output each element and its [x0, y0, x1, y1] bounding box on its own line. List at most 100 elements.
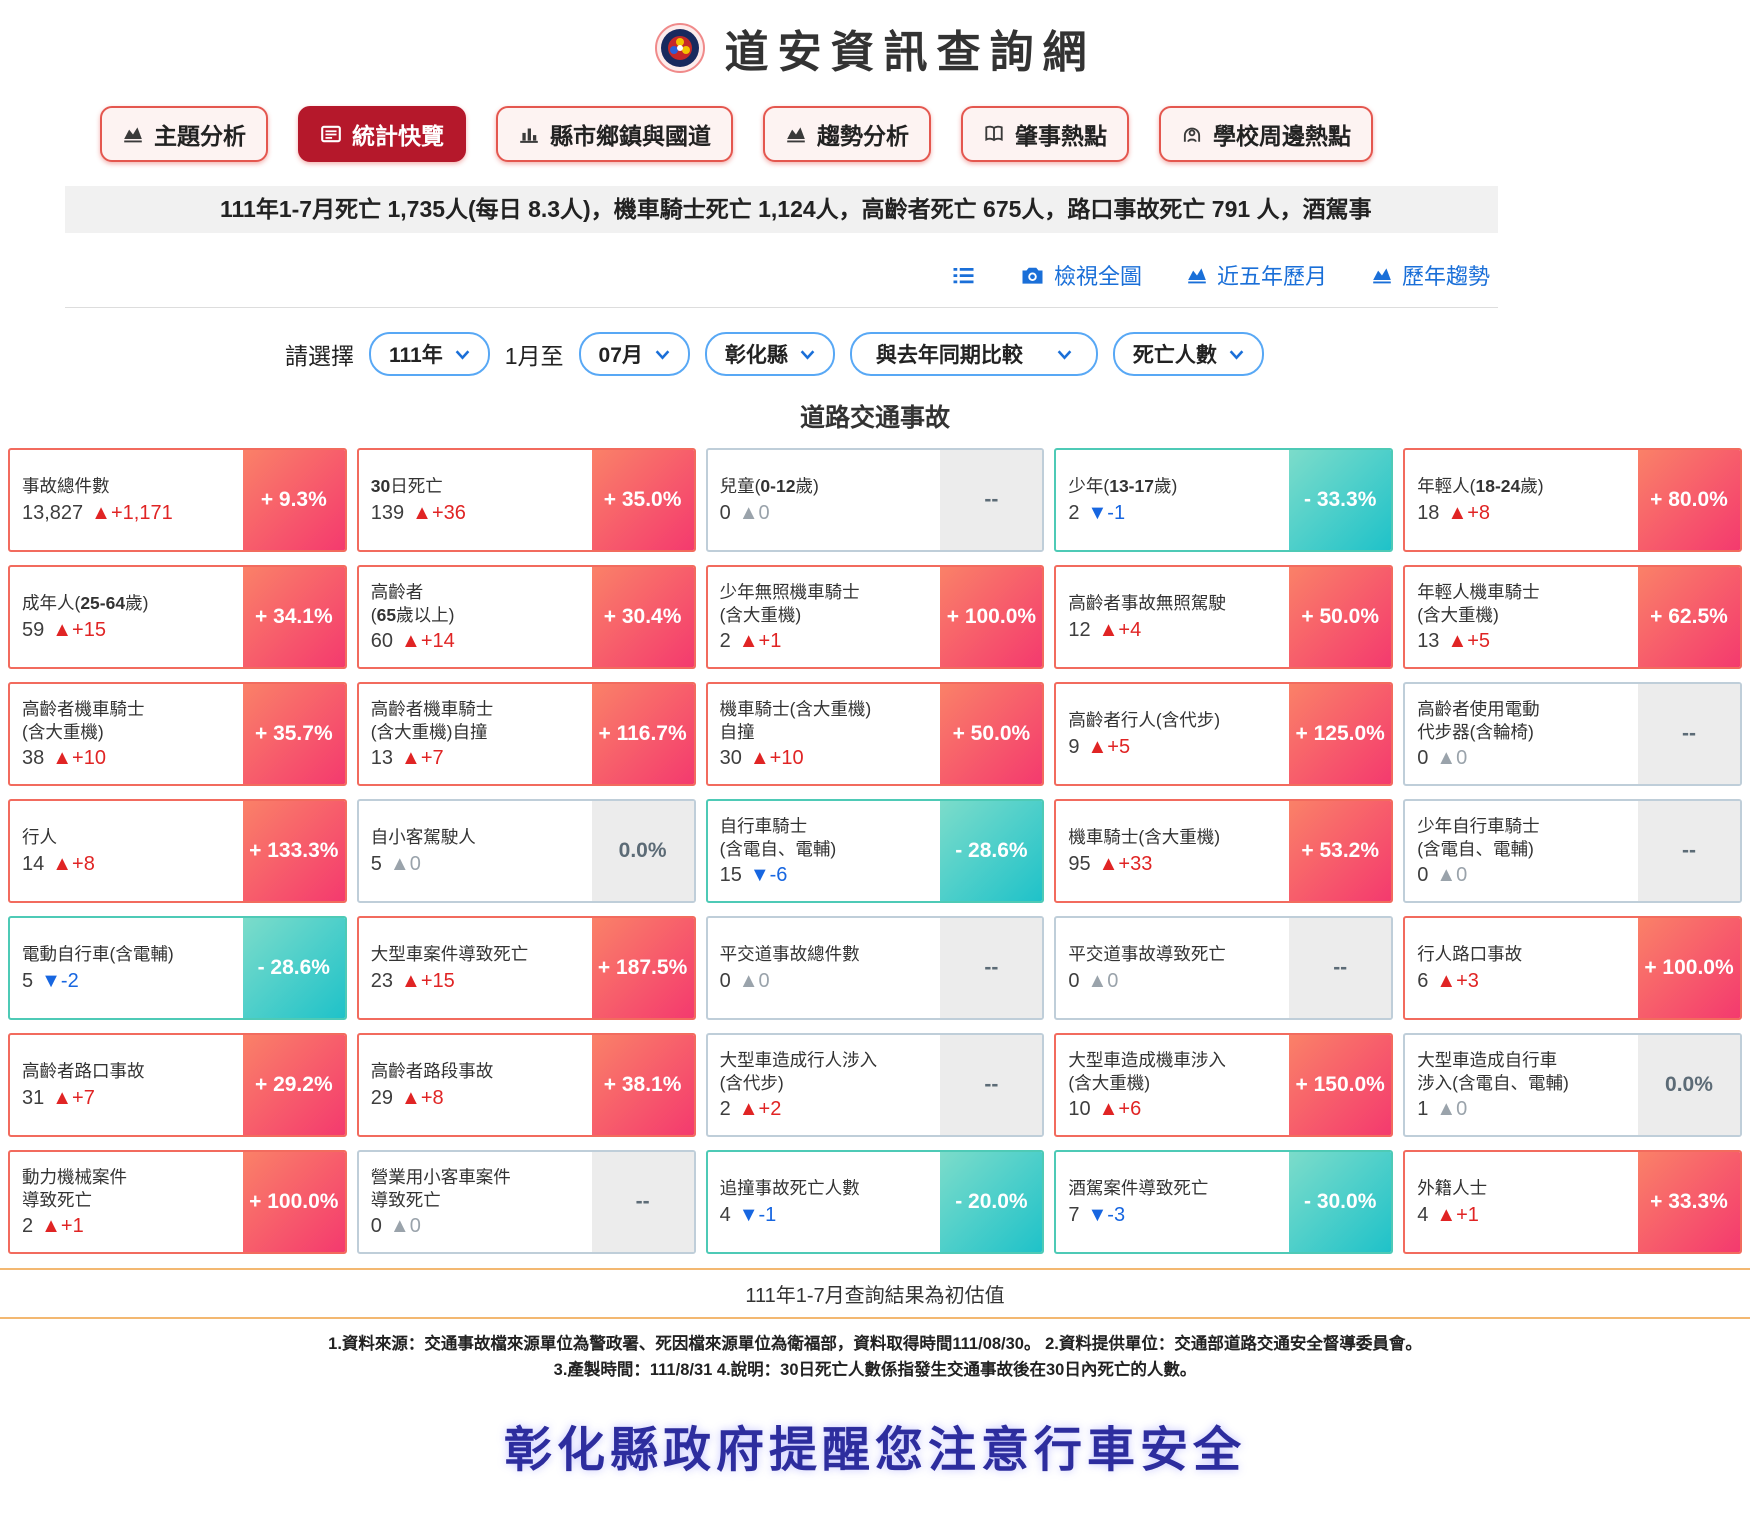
card-label: 大型車案件導致死亡 — [370, 944, 529, 965]
motc-logo-icon — [654, 23, 705, 73]
card-value: 139 ▲+36 — [370, 501, 466, 524]
card-label: 高齡者機車騎士 (含大重機)自撞 — [370, 698, 494, 742]
card-label: 高齡者 (65歲以上) — [370, 581, 455, 625]
card-percent-band: - 33.3% — [1289, 450, 1392, 550]
chevron-down-icon — [800, 342, 815, 366]
delta-up: ▲+3 — [1436, 969, 1479, 992]
tab-1[interactable]: 主題分析 — [100, 106, 268, 162]
delta-up: ▲0 — [738, 969, 770, 992]
delta-up: ▲+10 — [749, 747, 804, 770]
year-select[interactable]: 111年 — [369, 332, 490, 376]
card-percent-band: + 150.0% — [1289, 1035, 1392, 1135]
card-label: 高齡者路口事故 — [22, 1061, 145, 1082]
tab-3[interactable]: 縣市鄉鎮與國道 — [496, 106, 733, 162]
card-label: 大型車造成行人涉入 (含代步) — [719, 1049, 878, 1093]
card-label: 大型車造成自行車 涉入(含電自、電輔) — [1417, 1049, 1569, 1093]
metric-select[interactable]: 死亡人數 — [1112, 332, 1264, 376]
stat-card: 自行車騎士 (含電自、電輔) 15 ▼-6 - 28.6% — [705, 799, 1045, 903]
month-select[interactable]: 07月 — [578, 332, 690, 376]
card-value: 0 ▲0 — [370, 1215, 421, 1238]
card-value: 4 ▲+1 — [1417, 1203, 1479, 1226]
card-value: 38 ▲+10 — [22, 747, 106, 770]
card-percent-band: -- — [591, 1152, 694, 1252]
card-value: 0 ▲0 — [1417, 864, 1468, 887]
delta-up: ▲+36 — [412, 501, 466, 524]
card-value: 4 ▼-1 — [719, 1203, 777, 1226]
stat-card: 機車騎士(含大重機) 95 ▲+33 + 53.2% — [1054, 799, 1394, 903]
delta-up: ▲+1 — [1436, 1203, 1479, 1226]
card-label: 高齡者使用電動 代步器(含輪椅) — [1417, 698, 1540, 742]
range-text: 1月至 — [504, 343, 564, 369]
card-label: 高齡者機車騎士 (含大重機) — [22, 698, 145, 742]
stat-card: 年輕人機車騎士 (含大重機) 13 ▲+5 + 62.5% — [1403, 565, 1742, 669]
card-percent-band: + 9.3% — [242, 450, 345, 550]
card-percent-band: + 38.1% — [591, 1035, 694, 1135]
trend-label: 歷年趨勢 — [1401, 264, 1490, 289]
delta-up: ▲+15 — [52, 618, 106, 641]
card-value: 31 ▲+7 — [22, 1086, 95, 1109]
trend-button[interactable]: 歷年趨勢 — [1371, 259, 1490, 291]
card-percent-band: + 100.0% — [940, 567, 1043, 667]
compare-select[interactable]: 與去年同期比較 — [849, 332, 1098, 376]
county-select[interactable]: 彰化縣 — [704, 332, 835, 376]
card-label: 事故總件數 — [22, 476, 110, 497]
delta-up: ▲0 — [389, 852, 421, 875]
card-label: 外籍人士 — [1417, 1178, 1488, 1199]
tab-4[interactable]: 趨勢分析 — [763, 106, 931, 162]
section-title: 道路交通事故 — [799, 404, 950, 432]
stat-card: 平交道事故導致死亡 0 ▲0 -- — [1054, 916, 1394, 1020]
tab-2[interactable]: 統計快覽 — [298, 106, 466, 162]
card-value: 2 ▲+1 — [22, 1215, 84, 1238]
card-label: 高齡者路段事故 — [370, 1061, 494, 1082]
card-label: 30日死亡 — [370, 476, 443, 497]
stat-card: 高齡者機車騎士 (含大重機) 38 ▲+10 + 35.7% — [8, 682, 347, 786]
stat-card: 大型車案件導致死亡 23 ▲+15 + 187.5% — [356, 916, 696, 1020]
stats-board-icon — [320, 123, 342, 145]
stat-card: 營業用小客車案件 導致死亡 0 ▲0 -- — [356, 1150, 696, 1254]
estimate-note: 111年1-7月查詢結果為初估值 — [745, 1285, 1005, 1307]
card-label: 酒駕案件導致死亡 — [1068, 1178, 1209, 1199]
tab-label: 縣市鄉鎮與國道 — [550, 123, 711, 149]
stat-card: 大型車造成自行車 涉入(含電自、電輔) 1 ▲0 0.0% — [1403, 1033, 1742, 1137]
card-label: 電動自行車(含電輔) — [22, 944, 174, 965]
month-value: 07月 — [598, 344, 643, 367]
card-percent-band: + 33.3% — [1637, 1152, 1740, 1252]
card-label: 自行車騎士 (含電自、電輔) — [719, 815, 837, 859]
tab-5[interactable]: 肇事熱點 — [961, 106, 1129, 162]
card-label: 兒童(0-12歲) — [719, 476, 819, 497]
footnote-line-1: 1.資料來源：交通事故檔來源單位為警政署、死因檔來源單位為衛福部，資料取得時間1… — [328, 1335, 1422, 1353]
five-year-button[interactable]: 近五年歷月 — [1186, 259, 1327, 291]
area-chart-icon — [785, 123, 807, 145]
delta-up: ▲+33 — [1098, 852, 1153, 875]
card-label: 年輕人(18-24歲) — [1417, 476, 1544, 497]
tab-label: 肇事熱點 — [1015, 123, 1107, 149]
delta-down: ▼-6 — [749, 864, 788, 887]
delta-up: ▲+8 — [401, 1086, 444, 1109]
card-percent-band: + 35.7% — [242, 684, 345, 784]
area-chart-icon — [1186, 264, 1208, 286]
delta-up: ▲0 — [1436, 864, 1468, 887]
card-label: 機車騎士(含大重機) — [1068, 827, 1221, 848]
stat-card: 機車騎士(含大重機) 自撞 30 ▲+10 + 50.0% — [705, 682, 1045, 786]
tab-label: 學校周邊熱點 — [1213, 123, 1351, 149]
stat-card: 少年自行車騎士 (含電自、電輔) 0 ▲0 -- — [1403, 799, 1742, 903]
card-value: 18 ▲+8 — [1417, 501, 1491, 524]
list-view-button[interactable] — [951, 263, 976, 288]
card-value: 0 ▲0 — [1068, 969, 1119, 992]
card-value: 5 ▼-2 — [22, 969, 79, 992]
tab-6[interactable]: 學校周邊熱點 — [1159, 106, 1373, 162]
card-value: 23 ▲+15 — [370, 969, 455, 992]
card-value: 2 ▼-1 — [1068, 501, 1126, 524]
delta-up: ▲0 — [738, 501, 770, 524]
delta-up: ▲+1,171 — [91, 501, 173, 524]
stat-card: 行人路口事故 6 ▲+3 + 100.0% — [1403, 916, 1742, 1020]
view-full-button[interactable]: 檢視全圖 — [1020, 259, 1142, 291]
card-label: 行人路口事故 — [1417, 944, 1523, 965]
card-label: 少年無照機車騎士 (含大重機) — [719, 581, 860, 625]
card-label: 追撞事故死亡人數 — [719, 1178, 860, 1199]
stat-card: 高齡者 (65歲以上) 60 ▲+14 + 30.4% — [356, 565, 696, 669]
camera-icon — [1020, 263, 1045, 288]
area-chart-icon — [122, 123, 144, 145]
card-percent-band: - 28.6% — [242, 918, 345, 1018]
card-value: 7 ▼-3 — [1068, 1203, 1126, 1226]
